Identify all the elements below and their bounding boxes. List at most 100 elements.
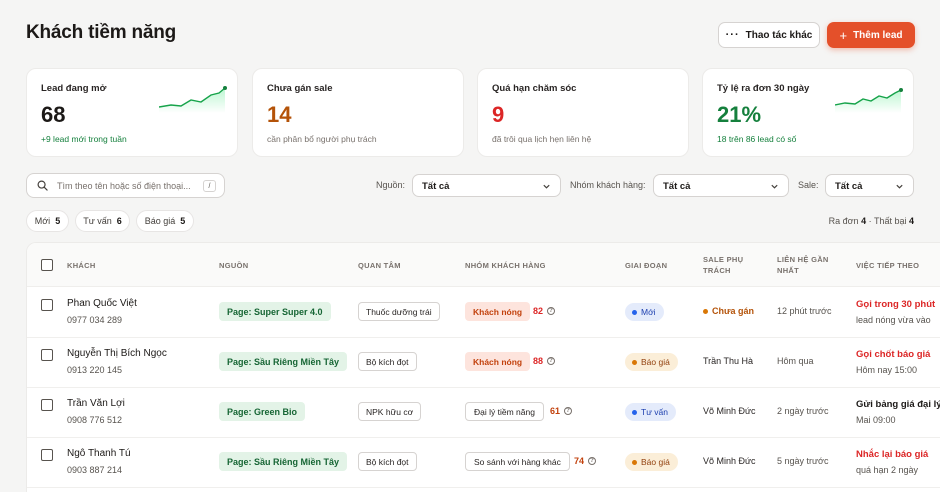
group-tag: So sánh với hàng khác — [465, 452, 570, 471]
customer-phone: 0913 220 145 — [67, 365, 123, 375]
help-icon[interactable]: ? — [547, 357, 556, 365]
stat-value: 21% — [717, 102, 762, 127]
lost-label: Thất bại — [873, 216, 907, 226]
stat-sub: đã trôi qua lịch hẹn liên hệ — [492, 134, 592, 144]
customer-name[interactable]: Trần Văn Lợi — [67, 398, 125, 409]
leads-table: KHÁCH NGUỒN QUAN TÂM NHÓM KHÁCH HÀNG GIA… — [26, 242, 940, 492]
ellipsis-icon: ··· — [725, 29, 740, 41]
group-filter-select[interactable]: Tất cả — [653, 174, 789, 197]
search-input[interactable]: Tìm theo tên hoặc số điện thoại... / — [26, 173, 225, 198]
stage-dot — [632, 459, 637, 465]
source-tag: Page: Sầu Riêng Miền Tây — [219, 352, 348, 371]
table-row[interactable]: Phan Quốc Việt 0977 034 289 Page: Super … — [27, 288, 940, 338]
stage-chip-quote[interactable]: Báo giá 5 — [136, 210, 194, 232]
stat-sub: +9 lead mới trong tuần — [41, 134, 127, 144]
more-actions-button[interactable]: ··· Thao tác khác — [718, 22, 820, 48]
score-value: 61 — [550, 406, 561, 416]
stage-label: Báo giá — [641, 457, 670, 467]
stat-card-overdue: Quá hạn chăm sóc 9 đã trôi qua lịch hẹn … — [477, 68, 689, 157]
next-action-title[interactable]: Gọi trong 30 phút — [856, 299, 936, 310]
col-contact[interactable]: LIÊN HỆ GẦN NHẤT — [777, 254, 829, 276]
chevron-down-icon — [771, 184, 778, 189]
col-stage[interactable]: GIAI ĐOẠN — [625, 261, 668, 270]
stat-card-open-leads: Lead đang mở 68 +9 lead mới trong tuần — [26, 68, 238, 157]
col-sale-line2: TRÁCH — [703, 266, 731, 275]
stat-label: Quá hạn chăm sóc — [492, 83, 577, 94]
chip-count: 6 — [116, 216, 122, 226]
next-action-sub: lead nóng vừa vào — [856, 315, 931, 325]
sale-owner: Võ Minh Đức — [703, 456, 756, 466]
add-lead-label: Thêm lead — [853, 29, 903, 41]
source-filter-select[interactable]: Tất cả — [412, 174, 561, 197]
col-customer[interactable]: KHÁCH — [67, 261, 96, 270]
stat-sub: cần phân bổ người phụ trách — [267, 134, 377, 144]
lead-score: 82 ? — [533, 306, 556, 316]
sparkline-icon — [159, 86, 227, 113]
sale-owner: Chưa gán — [703, 306, 754, 316]
stat-label: Chưa gán sale — [267, 83, 333, 94]
col-next[interactable]: VIỆC TIẾP THEO — [856, 261, 920, 270]
stage-dot — [632, 409, 637, 415]
warning-dot — [703, 308, 708, 314]
customer-phone: 0908 776 512 — [67, 415, 123, 425]
interest-tag: Bộ kích đọt — [358, 452, 417, 471]
stage-label: Tư vấn — [641, 407, 668, 417]
col-interest[interactable]: QUAN TÂM — [358, 261, 401, 270]
group-tag: Đại lý tiềm năng — [465, 402, 544, 421]
customer-name[interactable]: Ngô Thanh Tú — [67, 448, 131, 459]
stat-label: Lead đang mở — [41, 83, 107, 94]
search-icon — [37, 180, 48, 191]
stage-badge: Tư vấn — [625, 403, 676, 421]
next-action-title[interactable]: Nhắc lại báo giá — [856, 449, 929, 460]
next-action-title[interactable]: Gửi bảng giá đại lý — [856, 399, 940, 410]
row-checkbox[interactable] — [41, 449, 53, 461]
help-icon[interactable]: ? — [564, 407, 573, 415]
lead-score: 74 ? — [574, 456, 597, 466]
stat-value: 9 — [492, 102, 505, 127]
stage-badge: Báo giá — [625, 453, 678, 471]
table-row[interactable]: Nguyễn Thị Bích Ngọc 0913 220 145 Page: … — [27, 338, 940, 388]
stage-dot — [632, 309, 637, 315]
table-row[interactable]: Ngô Thanh Tú 0903 887 214 Page: Sầu Riên… — [27, 438, 940, 488]
table-row[interactable]: Trần Văn Lợi 0908 776 512 Page: Green Bi… — [27, 388, 940, 438]
source-tag: Page: Super Super 4.0 — [219, 302, 331, 321]
row-checkbox[interactable] — [41, 299, 53, 311]
stat-label: Tỷ lệ ra đơn 30 ngày — [717, 83, 810, 94]
chip-label: Tư vấn — [83, 216, 112, 226]
col-sale-line1: SALE PHỤ — [703, 255, 744, 264]
score-value: 82 — [533, 306, 544, 316]
interest-tag: NPK hữu cơ — [358, 402, 422, 421]
sale-filter-select[interactable]: Tất cả — [825, 174, 914, 197]
col-group[interactable]: NHÓM KHÁCH HÀNG — [465, 261, 546, 270]
stat-value: 68 — [41, 102, 66, 127]
chip-count: 5 — [180, 216, 186, 226]
plus-icon: + — [839, 27, 848, 43]
stage-chip-new[interactable]: Mới 5 — [26, 210, 69, 232]
row-checkbox[interactable] — [41, 349, 53, 361]
group-filter-label: Nhóm khách hàng: — [570, 180, 646, 190]
won-value: 4 — [861, 216, 867, 226]
score-value: 74 — [574, 456, 585, 466]
group-filter-value: Tất cả — [663, 181, 691, 192]
source-tag: Page: Green Bio — [219, 402, 306, 421]
col-sale[interactable]: SALE PHỤ TRÁCH — [703, 254, 743, 276]
customer-name[interactable]: Nguyễn Thị Bích Ngọc — [67, 348, 167, 359]
table-header: KHÁCH NGUỒN QUAN TÂM NHÓM KHÁCH HÀNG GIA… — [27, 243, 940, 287]
next-action-title[interactable]: Gọi chốt báo giá — [856, 349, 931, 360]
source-filter-label: Nguồn: — [376, 180, 406, 190]
help-icon[interactable]: ? — [547, 307, 556, 315]
last-contact: Hôm qua — [777, 356, 814, 366]
add-lead-button[interactable]: + Thêm lead — [827, 22, 915, 48]
select-all-checkbox[interactable] — [41, 259, 53, 271]
stage-chip-consult[interactable]: Tư vấn 6 — [75, 210, 130, 232]
sparkline-icon — [835, 88, 903, 113]
customer-name[interactable]: Phan Quốc Việt — [67, 298, 137, 309]
col-source[interactable]: NGUỒN — [219, 261, 249, 270]
shortcut-key: / — [203, 180, 216, 192]
won-label: Ra đơn — [828, 216, 859, 226]
row-checkbox[interactable] — [41, 399, 53, 411]
chevron-down-icon — [896, 184, 903, 189]
last-contact: 2 ngày trước — [777, 406, 829, 416]
next-action-sub: quá hạn 2 ngày — [856, 465, 919, 475]
help-icon[interactable]: ? — [588, 457, 597, 465]
